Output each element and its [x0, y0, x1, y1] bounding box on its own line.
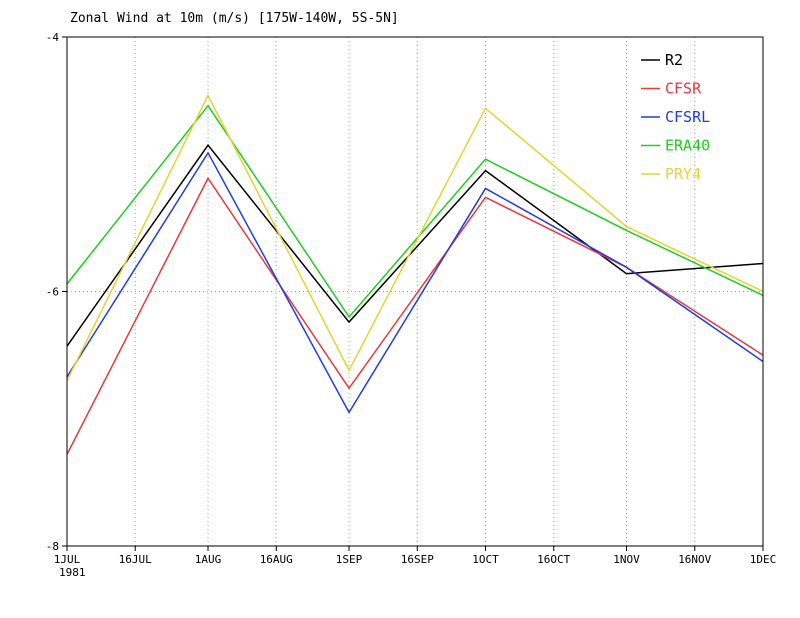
x-tick-label: 1OCT: [472, 553, 499, 566]
x-tick-label: 1AUG: [195, 553, 222, 566]
x-tick-label: 16JUL: [119, 553, 152, 566]
legend-label-r2: R2: [665, 51, 683, 69]
legend: R2 CFSR CFSRL ERA40 PRY4: [641, 51, 710, 183]
axis-ticks: 1JUL 16JUL 1AUG 16AUG 1SEP 16SEP 1OCT 16OCT 1NOV…: [46, 31, 777, 579]
legend-label-pry4: PRY4: [665, 165, 701, 183]
x-tick-label: 16NOV: [678, 553, 711, 566]
legend-label-cfsr: CFSR: [665, 80, 702, 98]
series-line-r2: [66, 143, 764, 347]
y-tick-label: -4: [46, 31, 60, 44]
series-line-pry4: [66, 93, 764, 381]
x-tick-label: 16SEP: [401, 553, 434, 566]
grid-lines: [67, 37, 763, 546]
series-line-cfsr: [66, 176, 764, 455]
chart-title: Zonal Wind at 10m (m/s) [175W-140W, 5S-5…: [70, 11, 399, 26]
series-line-cfsrl: [66, 151, 764, 414]
x-tick-label: 1NOV: [613, 553, 640, 566]
x-year-label: 1981: [59, 566, 86, 579]
y-tick-label: -6: [46, 286, 59, 299]
x-tick-label: 1SEP: [336, 553, 363, 566]
legend-label-era40: ERA40: [665, 137, 710, 155]
x-tick-label: 1JUL: [54, 553, 81, 566]
x-tick-label: 16AUG: [260, 553, 293, 566]
legend-label-cfsrl: CFSRL: [665, 108, 710, 126]
series-lines: [66, 93, 764, 455]
x-tick-label: 1DEC: [750, 553, 777, 566]
y-tick-label: -8: [46, 540, 59, 553]
x-tick-label: 16OCT: [537, 553, 570, 566]
